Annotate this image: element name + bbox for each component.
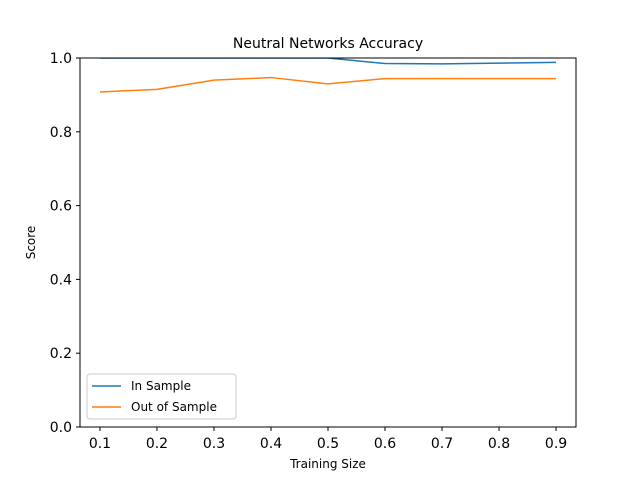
x-tick-label: 0.3 <box>203 436 225 452</box>
y-axis-label: Score <box>24 226 38 260</box>
legend-label-out-of-sample: Out of Sample <box>131 400 217 414</box>
y-tick-label: 0.8 <box>50 125 72 141</box>
legend-box <box>86 373 237 420</box>
series-line-out-of-sample <box>99 76 557 93</box>
y-axis-ticks: 0.0 0.2 0.4 0.6 0.8 1.0 <box>50 51 80 436</box>
x-tick-label: 0.1 <box>89 436 111 452</box>
y-tick-label: 0.2 <box>50 346 72 362</box>
chart-title: Neutral Networks Accuracy <box>233 36 423 52</box>
y-tick-label: 0.4 <box>50 272 72 288</box>
x-tick-label: 0.7 <box>431 436 453 452</box>
x-tick-label: 0.5 <box>317 436 339 452</box>
series-layer <box>99 58 557 93</box>
x-tick-label: 0.4 <box>260 436 282 452</box>
x-tick-label: 0.8 <box>488 436 510 452</box>
y-tick-label: 0.0 <box>50 420 72 436</box>
x-tick-label: 0.6 <box>374 436 396 452</box>
legend: In Sample Out of Sample <box>86 373 237 420</box>
plot-frame <box>79 57 577 428</box>
y-tick-label: 0.6 <box>50 199 72 215</box>
x-axis-label: Training Size <box>289 457 366 471</box>
x-axis-ticks: 0.1 0.2 0.3 0.4 0.5 0.6 0.7 0.8 0.9 <box>89 427 567 452</box>
x-tick-label: 0.2 <box>146 436 168 452</box>
y-tick-label: 1.0 <box>50 51 72 67</box>
x-tick-label: 0.9 <box>545 436 567 452</box>
series-line-in-sample <box>99 58 557 65</box>
legend-label-in-sample: In Sample <box>131 379 191 393</box>
